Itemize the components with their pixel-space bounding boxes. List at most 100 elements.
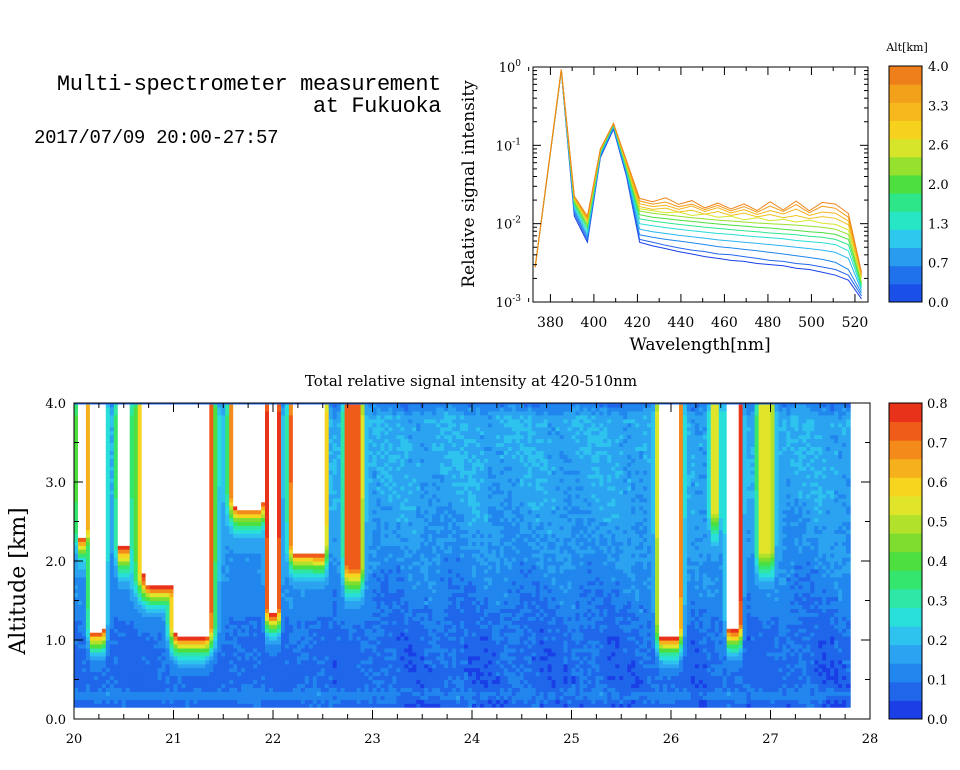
heatmap-cell [125, 446, 131, 451]
heatmap-cell [129, 600, 135, 605]
heatmap-cell [277, 663, 282, 669]
heatmap-cell [82, 640, 87, 645]
heatmap-cell [193, 632, 198, 637]
heatmap-cell [97, 458, 103, 463]
heatmap-cell [304, 497, 310, 503]
heatmap-cell [269, 687, 274, 692]
heatmap-cell [153, 659, 159, 665]
heatmap-cell [93, 525, 99, 531]
heatmap-cell [257, 426, 262, 432]
heatmap-cell [316, 580, 322, 586]
heatmap-cell [320, 493, 326, 499]
heatmap-cell [133, 667, 139, 673]
heatmap-cell [113, 643, 119, 649]
heatmap-cell [292, 687, 298, 692]
heatmap-cell [177, 576, 183, 582]
heatmap-cell [82, 655, 87, 661]
heatmap-cell [93, 663, 99, 669]
heatmap-cell [117, 509, 123, 515]
heatmap-cell [281, 549, 286, 554]
heatmap-cell [221, 407, 226, 412]
heatmap-cell [284, 671, 290, 677]
heatmap-cell [221, 418, 226, 424]
heatmap-cell [296, 636, 302, 641]
heatmap-cell [93, 446, 99, 451]
heatmap-cell [161, 592, 167, 598]
heatmap-cell [93, 533, 99, 538]
heatmap-cell [153, 549, 159, 554]
heatmap-cell [300, 426, 306, 432]
heatmap-cell [249, 659, 254, 665]
heatmap-cell [265, 561, 270, 566]
heatmap-cell [249, 446, 254, 451]
heatmap-cell [292, 584, 298, 590]
heatmap-cell [261, 624, 266, 629]
heatmap-cell [97, 470, 103, 475]
heatmap-cell [288, 561, 294, 566]
heatmap-cell [265, 509, 270, 515]
heatmap-cell [161, 620, 167, 625]
heatmap-cell [292, 628, 298, 633]
heatmap-cell [113, 509, 119, 515]
heatmap-cell [320, 580, 326, 586]
heatmap-cell [173, 418, 179, 424]
heatmap-cell [197, 576, 202, 582]
heatmap-cell [189, 679, 194, 685]
heatmap-cell [89, 422, 95, 428]
heatmap-cell [308, 497, 314, 503]
heatmap-cell [221, 564, 226, 570]
heatmap-cell [173, 430, 179, 436]
heatmap-cell [161, 430, 167, 436]
heatmap-cell [177, 545, 183, 550]
heatmap-cell [181, 478, 187, 483]
heatmap-cell [78, 430, 83, 436]
heatmap-cell [82, 703, 87, 708]
altitude-colorbar-swatch [889, 229, 922, 249]
heatmap-cell [157, 703, 163, 708]
heatmap-cell [74, 545, 79, 550]
heatmap-cell [229, 529, 234, 534]
heatmap-cell [161, 683, 167, 688]
heatmap-cell [145, 561, 151, 566]
heatmap-cell [245, 659, 250, 665]
heatmap-cell [257, 422, 262, 428]
heatmap-cell [288, 426, 294, 432]
heatmap-cell [296, 620, 302, 625]
heatmap-cell [85, 616, 91, 621]
heatmap-cell [161, 568, 167, 574]
heatmap-cell [300, 699, 306, 704]
heatmap-cell [300, 628, 306, 633]
heatmap-cell [165, 675, 171, 681]
heatmap-cell [121, 407, 127, 412]
heatmap-cell [113, 482, 119, 487]
heatmap-cell [157, 537, 163, 542]
heatmap-cell [121, 604, 127, 609]
heatmap-cell [308, 533, 314, 538]
heatmap-cell [185, 533, 190, 538]
heatmap-cell [117, 410, 123, 416]
heatmap-cell [209, 564, 214, 570]
heatmap-cell [177, 470, 183, 475]
heatmap-cell [237, 501, 242, 507]
heatmap-cell [105, 497, 111, 503]
heatmap-cell [117, 446, 123, 451]
heatmap-cell [237, 533, 242, 538]
heatmap-cell [173, 474, 179, 479]
heatmap-cell [277, 667, 282, 673]
heatmap-cell [78, 628, 83, 633]
heatmap-cell [193, 533, 198, 538]
heatmap-cell [253, 695, 258, 700]
heatmap-cell [284, 584, 290, 590]
heatmap-cell [129, 620, 135, 625]
heatmap-cell [217, 699, 222, 704]
heatmap-cell [281, 643, 286, 649]
heatmap-cell [288, 703, 294, 708]
heatmap-cell [281, 497, 286, 503]
heatmap-cell [89, 438, 95, 444]
heatmap-cell [312, 466, 318, 471]
heatmap-cell [308, 584, 314, 590]
heatmap-cell [85, 592, 91, 598]
heatmap-cell [117, 604, 123, 609]
heatmap-cell [105, 608, 111, 613]
heatmap-cell [121, 486, 127, 491]
